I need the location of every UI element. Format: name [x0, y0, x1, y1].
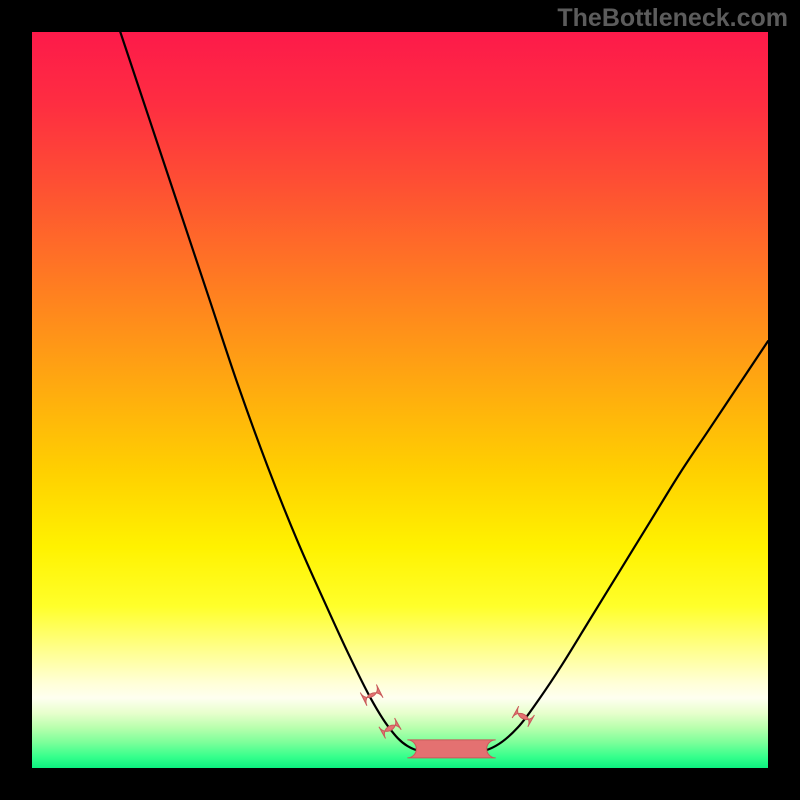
plot-svg: [32, 32, 768, 768]
watermark-text: TheBottleneck.com: [557, 4, 788, 33]
marker-capsule: [407, 740, 495, 758]
bottleneck-plot: [32, 32, 768, 768]
gradient-background: [32, 32, 768, 768]
